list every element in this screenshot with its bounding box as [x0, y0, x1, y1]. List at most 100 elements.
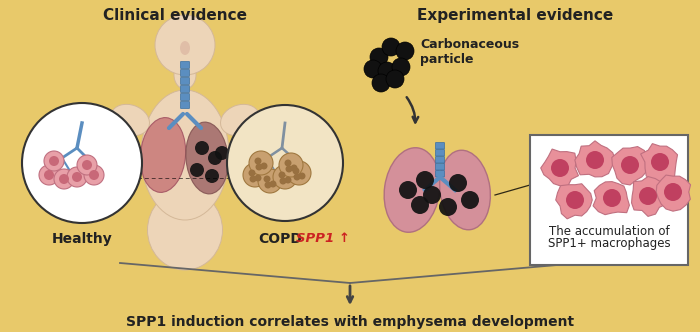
Ellipse shape	[440, 150, 491, 230]
Circle shape	[651, 153, 669, 171]
Circle shape	[72, 172, 82, 182]
Circle shape	[84, 165, 104, 185]
Text: SPP1 ↑: SPP1 ↑	[296, 232, 350, 245]
FancyBboxPatch shape	[530, 135, 688, 265]
FancyBboxPatch shape	[435, 149, 444, 156]
Circle shape	[195, 141, 209, 155]
Circle shape	[293, 168, 300, 175]
Polygon shape	[556, 184, 592, 219]
Circle shape	[190, 163, 204, 177]
Circle shape	[265, 182, 272, 189]
Circle shape	[273, 165, 297, 189]
Circle shape	[39, 165, 59, 185]
Circle shape	[227, 105, 343, 221]
Circle shape	[298, 173, 305, 180]
Circle shape	[372, 74, 390, 92]
Circle shape	[255, 175, 262, 182]
Circle shape	[370, 48, 388, 66]
Circle shape	[89, 170, 99, 180]
FancyBboxPatch shape	[181, 69, 190, 76]
Text: Carbonaceous
particle: Carbonaceous particle	[420, 38, 519, 66]
Text: SPP1 induction correlates with emphysema development: SPP1 induction correlates with emphysema…	[126, 315, 574, 329]
Circle shape	[287, 161, 311, 185]
Circle shape	[290, 164, 298, 172]
Circle shape	[416, 171, 434, 189]
FancyBboxPatch shape	[435, 142, 444, 149]
Circle shape	[399, 181, 417, 199]
FancyArrowPatch shape	[169, 114, 183, 128]
FancyBboxPatch shape	[181, 61, 190, 68]
Circle shape	[67, 167, 87, 187]
Circle shape	[392, 58, 410, 76]
Circle shape	[249, 151, 273, 175]
Circle shape	[155, 15, 215, 75]
Circle shape	[449, 174, 467, 192]
Circle shape	[260, 162, 267, 170]
Text: SPP1+ macrophages: SPP1+ macrophages	[547, 237, 671, 250]
Circle shape	[77, 155, 97, 175]
FancyBboxPatch shape	[181, 77, 190, 85]
Text: The accumulation of: The accumulation of	[549, 225, 669, 238]
FancyBboxPatch shape	[181, 86, 190, 93]
Circle shape	[248, 170, 256, 177]
Circle shape	[439, 198, 457, 216]
Ellipse shape	[111, 104, 150, 136]
Circle shape	[382, 38, 400, 56]
Circle shape	[243, 163, 267, 187]
Circle shape	[284, 159, 291, 167]
Ellipse shape	[384, 148, 440, 232]
Text: Experimental evidence: Experimental evidence	[417, 8, 613, 23]
Circle shape	[258, 169, 282, 193]
Circle shape	[603, 189, 621, 207]
Circle shape	[249, 176, 256, 183]
Circle shape	[423, 186, 441, 204]
Circle shape	[59, 174, 69, 184]
Circle shape	[279, 178, 286, 185]
Circle shape	[586, 151, 604, 169]
Circle shape	[286, 165, 293, 173]
Circle shape	[386, 70, 404, 88]
Ellipse shape	[180, 41, 190, 55]
Text: COPD: COPD	[258, 232, 302, 246]
Circle shape	[378, 62, 396, 80]
Polygon shape	[640, 144, 678, 182]
Polygon shape	[656, 175, 691, 211]
Polygon shape	[540, 149, 578, 187]
Circle shape	[639, 187, 657, 205]
Polygon shape	[593, 182, 629, 215]
Circle shape	[279, 172, 286, 179]
Circle shape	[54, 169, 74, 189]
Circle shape	[566, 191, 584, 209]
Circle shape	[411, 196, 429, 214]
FancyBboxPatch shape	[435, 156, 444, 163]
Circle shape	[293, 174, 300, 181]
Circle shape	[270, 181, 276, 188]
Circle shape	[256, 163, 262, 171]
Text: Healthy: Healthy	[52, 232, 113, 246]
Circle shape	[49, 156, 59, 166]
Circle shape	[44, 170, 54, 180]
Circle shape	[205, 169, 219, 183]
Ellipse shape	[148, 190, 223, 270]
FancyBboxPatch shape	[435, 163, 444, 170]
Ellipse shape	[141, 90, 229, 220]
Ellipse shape	[140, 118, 186, 193]
Circle shape	[263, 176, 270, 183]
Circle shape	[44, 151, 64, 171]
Circle shape	[215, 146, 229, 160]
Polygon shape	[575, 141, 615, 177]
Polygon shape	[631, 177, 667, 216]
Circle shape	[279, 153, 303, 177]
FancyBboxPatch shape	[435, 171, 444, 177]
Ellipse shape	[220, 104, 260, 136]
Circle shape	[461, 191, 479, 209]
Circle shape	[551, 159, 569, 177]
Circle shape	[621, 156, 639, 174]
Circle shape	[664, 183, 682, 201]
Circle shape	[396, 42, 414, 60]
Ellipse shape	[174, 61, 196, 89]
FancyArrowPatch shape	[187, 114, 201, 128]
Circle shape	[284, 177, 291, 184]
Circle shape	[208, 151, 222, 165]
Circle shape	[82, 160, 92, 170]
